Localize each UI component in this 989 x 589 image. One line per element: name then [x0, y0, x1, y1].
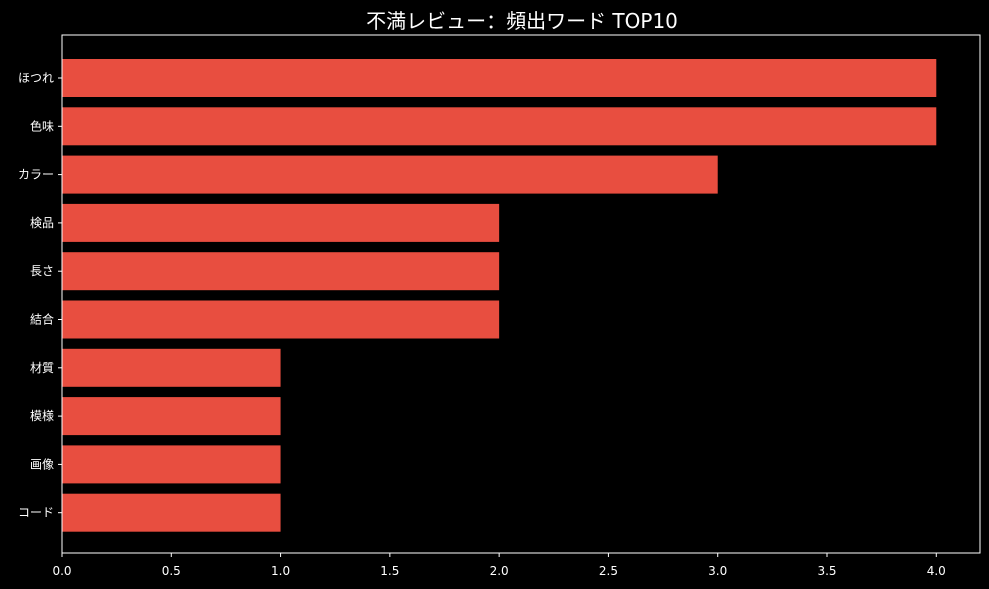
bar-6: [62, 300, 500, 339]
y-tick-label: ほつれ: [18, 71, 54, 85]
y-tick-label: 模様: [30, 409, 54, 423]
y-tick-label: 結合: [30, 312, 54, 327]
y-tick-label: 検品: [30, 216, 54, 230]
x-tick-label: 0.5: [162, 564, 181, 578]
x-tick-label: 3.5: [817, 564, 836, 578]
x-axis-ticks: 0.0 0.5 1.0 1.5 2.0 2.5 3.0 3.5 4.0: [52, 553, 946, 578]
bar-3: [62, 155, 718, 194]
bar-10: [62, 493, 281, 532]
x-tick-label: 1.5: [380, 564, 399, 578]
bar-7: [62, 348, 281, 387]
x-tick-label: 0.0: [52, 564, 71, 578]
chart-title: 不満レビュー：頻出ワード TOP10: [366, 9, 678, 33]
bar-9: [62, 445, 281, 484]
y-tick-label: 長さ: [30, 264, 54, 278]
bar-8: [62, 397, 281, 436]
x-tick-label: 3.0: [708, 564, 727, 578]
x-tick-label: 2.5: [599, 564, 618, 578]
y-tick-label: 材質: [30, 360, 54, 375]
x-tick-label: 2.0: [490, 564, 509, 578]
bars-group: [62, 59, 937, 532]
x-tick-label: 1.0: [271, 564, 290, 578]
plot-frame: [61, 34, 981, 554]
bar-4: [62, 203, 500, 242]
y-tick-label: カラー: [18, 168, 54, 182]
y-tick-label: 画像: [30, 457, 54, 471]
y-tick-label: 色味: [30, 119, 54, 133]
bar-1: [62, 59, 937, 97]
bar-2: [62, 107, 937, 146]
bar-5: [62, 252, 500, 291]
y-tick-label: コード: [18, 506, 54, 520]
x-tick-label: 4.0: [927, 564, 946, 578]
